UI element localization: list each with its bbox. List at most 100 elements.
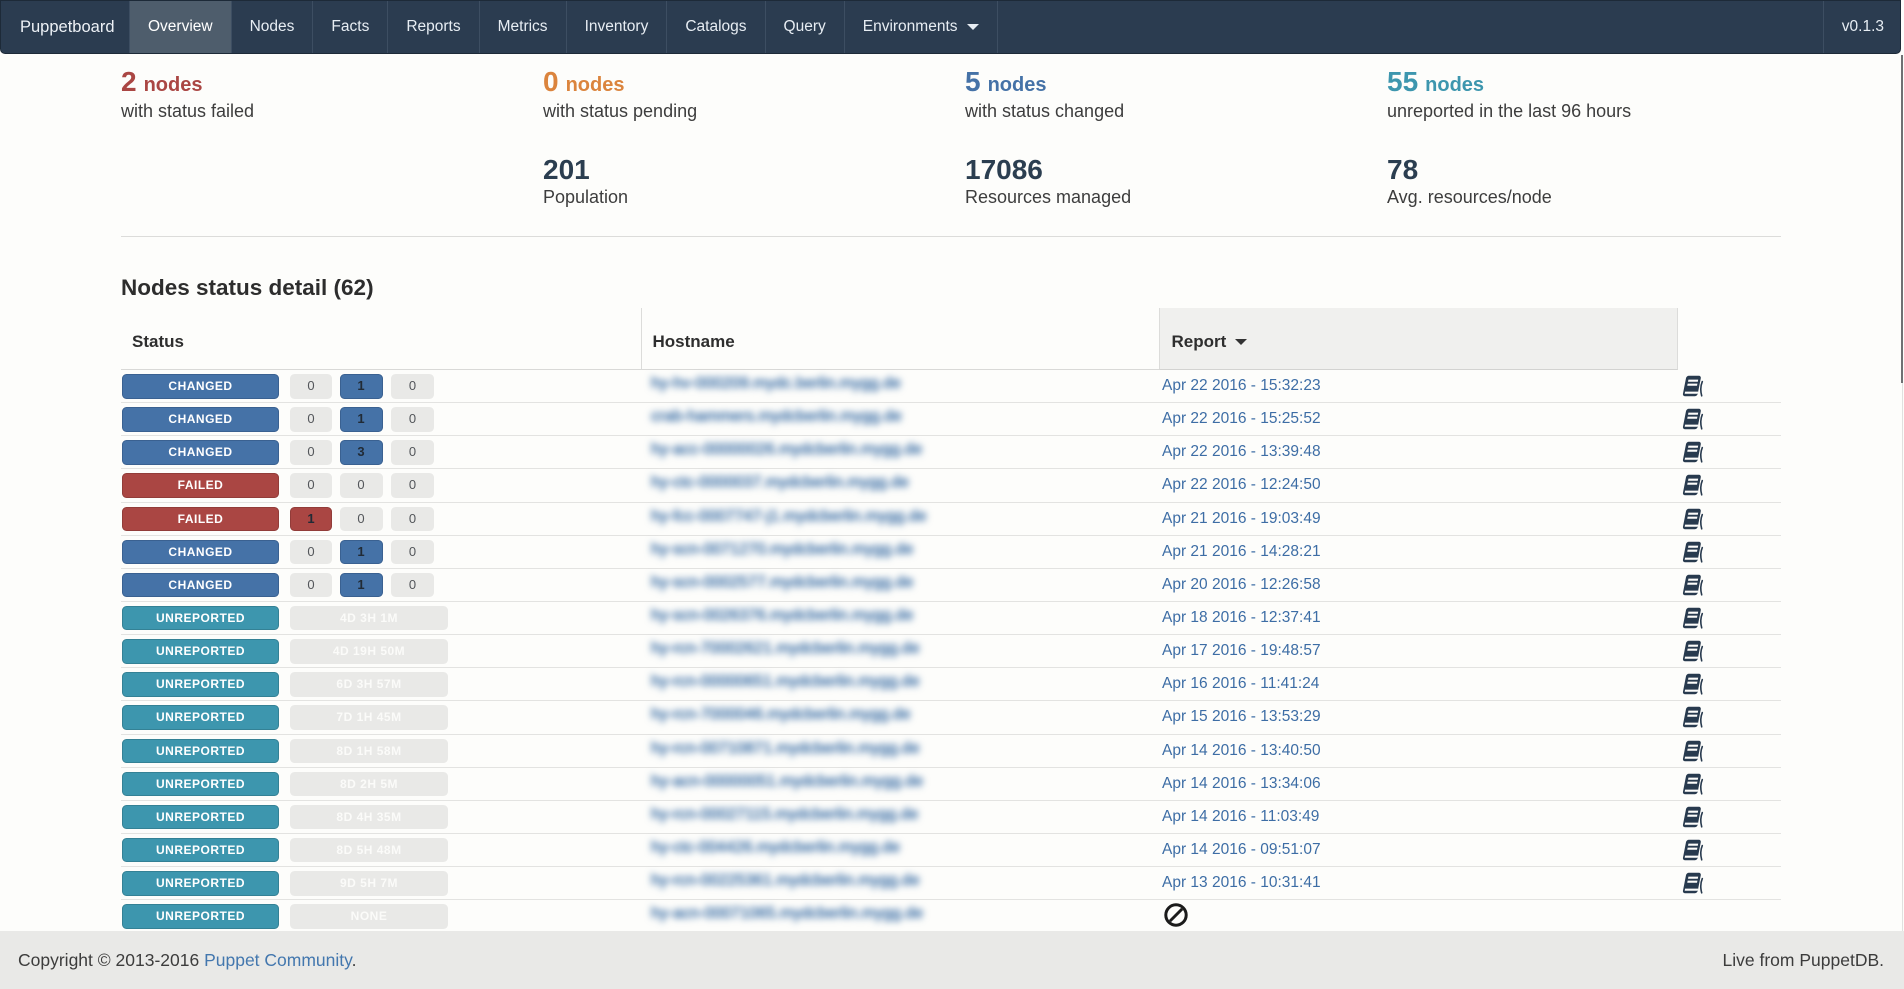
scrollbar-thumb[interactable] [1901,55,1903,383]
footer-copyright-period: . [351,950,357,970]
hostname-link-redacted[interactable]: hy-ctc-0000037.mydcberlin.mygg.de [651,474,909,492]
report-timestamp-link[interactable]: Apr 16 2016 - 11:41:24 [1162,675,1320,693]
report-timestamp-link[interactable]: Apr 14 2016 - 09:51:07 [1162,840,1321,858]
report-book-icon-button[interactable] [1681,805,1706,830]
node-row: UNREPORTED 8D 2H 5M hy-acn-00000051.mydcbe… [121,768,1781,801]
footer-live-from-puppetdb: Live from PuppetDB. [1722,950,1884,970]
report-timestamp-link[interactable]: Apr 21 2016 - 19:03:49 [1162,509,1321,527]
nav-item-reports[interactable]: Reports [388,1,480,53]
report-timestamp-link[interactable]: Apr 20 2016 - 12:26:58 [1162,575,1321,593]
hostname-link-redacted[interactable]: hy-rcn-00710871.mydcberlin.mygg.de [651,739,920,757]
hostname-link-redacted[interactable]: hy-acn-00000051.mydcberlin.mygg.de [651,772,924,790]
nav-item-environments[interactable]: Environments [845,1,998,53]
status-badge: UNREPORTED [122,605,279,631]
report-timestamp-link[interactable]: Apr 22 2016 - 12:24:50 [1162,476,1321,494]
report-book-icon [1682,806,1704,828]
report-timestamp-link[interactable]: Apr 22 2016 - 15:32:23 [1162,377,1321,394]
nav-item-overview[interactable]: Overview [129,1,232,53]
hostname-link-redacted[interactable]: hy-acn-00071065.mydcberlin.mygg.de [651,905,924,923]
column-header-status[interactable]: Status [121,308,641,370]
nav-item-inventory[interactable]: Inventory [567,1,668,53]
status-badge: CHANGED [122,374,279,399]
report-book-icon-button[interactable] [1681,573,1706,598]
stat-description: with status pending [543,101,698,121]
nav-item-query[interactable]: Query [766,1,845,53]
report-timestamp-link[interactable]: Apr 14 2016 - 13:34:06 [1162,774,1321,792]
column-header-hostname[interactable]: Hostname [640,308,1159,370]
report-book-icon-button[interactable] [1681,705,1706,730]
divider [121,236,1781,237]
report-book-icon-button[interactable] [1681,407,1706,432]
report-timestamp-link[interactable]: Apr 17 2016 - 19:48:57 [1162,642,1321,660]
brand-puppetboard[interactable]: Puppetboard [20,18,115,36]
report-book-icon-button[interactable] [1681,374,1706,399]
hostname-link-redacted[interactable]: hy-rcn-70002621.mydcberlin.mygg.de [651,640,920,658]
report-book-icon-button[interactable] [1681,473,1706,498]
hostname-link-redacted[interactable]: crab-hammers.mydcberlin.mygg.de [651,408,902,426]
report-book-icon-button[interactable] [1681,739,1706,764]
stat-unit: nodes [143,74,203,96]
status-badge: UNREPORTED [122,871,279,896]
hostname-link-redacted[interactable]: hy-scn-0071270.mydcberlin.mygg.de [651,540,914,558]
report-book-icon-button[interactable] [1681,440,1706,465]
unreported-duration: 8D 4H 35M [290,804,448,830]
scrollbar-track [1901,383,1903,931]
hostname-link-redacted[interactable]: hy-scn-0026376.mydcberlin.mygg.de [651,606,914,624]
report-timestamp-link[interactable]: Apr 15 2016 - 13:53:29 [1162,708,1321,726]
navbar: Puppetboard Overview Nodes Facts Reports Met… [0,0,1901,54]
report-book-icon-button[interactable] [1681,606,1706,631]
report-book-icon [1682,740,1704,762]
report-book-icon-button[interactable] [1681,672,1706,697]
stat-value: 5 nodes [965,66,1046,98]
report-book-icon-button[interactable] [1681,871,1706,896]
hostname-link-redacted[interactable]: hy-rcn-00027115.mydcberlin.mygg.de [651,805,919,823]
hostname-link-redacted[interactable]: hy-fcc-0007747-j1.mydcberlin.mygg.de [651,507,927,525]
nav-item-catalogs[interactable]: Catalogs [667,1,766,53]
hostname-link-redacted[interactable]: hy-rcn-7000046.mydcberlin.mygg.de [651,706,911,724]
report-book-icon [1682,707,1704,729]
unchanged-count: 0 [391,572,434,598]
hostname-link-redacted[interactable]: hy-ctc-004426.mydcberlin.mygg.de [651,838,901,856]
report-timestamp-link[interactable]: Apr 13 2016 - 10:31:41 [1162,874,1321,892]
report-timestamp-link[interactable]: Apr 18 2016 - 12:37:41 [1162,608,1321,626]
nav-item-metrics[interactable]: Metrics [480,1,567,53]
status-badge: UNREPORTED [122,705,279,730]
hostname-link-redacted[interactable]: hy-acc-00000026.mydcberlin.mygg.de [651,441,923,459]
failed-count: 0 [290,539,332,565]
nav-item-facts[interactable]: Facts [313,1,389,53]
failed-count: 0 [290,473,332,498]
nav-item-label: Query [783,18,826,35]
status-badge: FAILED [122,473,279,498]
report-timestamp-link[interactable]: Apr 21 2016 - 14:28:21 [1162,542,1321,560]
nav-item-nodes[interactable]: Nodes [232,1,314,53]
status-badge: UNREPORTED [122,738,279,764]
report-timestamp-link[interactable]: Apr 22 2016 - 15:25:52 [1162,410,1321,428]
status-badge: UNREPORTED [122,904,279,929]
report-book-icon [1682,541,1704,563]
hostname-link-redacted[interactable]: hy-rcn-00225361.mydcberlin.mygg.de [651,872,920,890]
hostname-link-redacted[interactable]: hy-hv-000209.mydc.berlin.mygg.de [651,375,901,392]
unreported-duration: 4D 19H 50M [290,639,448,664]
failed-count: 0 [290,374,332,399]
report-book-icon-button[interactable] [1681,639,1706,664]
sort-descending-icon [1235,339,1248,345]
hostname-link-redacted[interactable]: hy-rcn-00000651.mydcberlin.mygg.de [651,673,920,691]
nav-item-label: Environments [862,18,958,35]
report-book-icon-button[interactable] [1681,772,1706,797]
hostname-link-redacted[interactable]: hy-scn-0002577.mydcberlin.mygg.de [651,573,914,591]
footer-copyright: Copyright © 2013-2016 Puppet Community. [18,931,356,989]
report-timestamp-link[interactable]: Apr 22 2016 - 13:39:48 [1162,443,1321,461]
report-timestamp-link[interactable]: Apr 14 2016 - 11:03:49 [1162,807,1320,825]
report-book-icon-button[interactable] [1681,540,1706,565]
report-book-icon-button[interactable] [1681,838,1706,863]
report-timestamp-link[interactable]: Apr 14 2016 - 13:40:50 [1162,741,1321,759]
status-badge: UNREPORTED [122,672,279,697]
no-report-ban [1164,903,1188,927]
puppet-community-link[interactable]: Puppet Community [204,950,352,970]
nodes-table-body: CHANGED 0 1 0 hy-hv-000209.mydc.berlin.mygg.… [121,370,1781,934]
report-book-icon-button[interactable] [1681,507,1706,532]
column-header-report[interactable]: Report [1158,308,1678,370]
unchanged-count: 0 [391,539,434,565]
failed-count: 0 [290,440,332,465]
changed-count: 1 [339,374,383,399]
